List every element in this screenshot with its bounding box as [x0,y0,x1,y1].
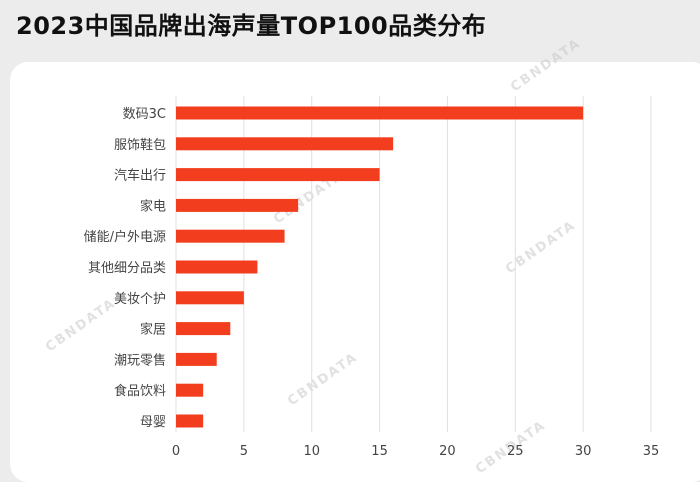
category-label: 汽车出行 [114,168,166,184]
x-tick-label: 0 [172,444,180,459]
bar [176,106,584,120]
category-label: 储能/户外电源 [84,229,166,245]
bar [176,383,204,397]
x-tick-label: 20 [439,444,456,459]
bar [176,198,299,212]
category-label: 潮玩零售 [114,352,166,368]
bar [176,352,217,366]
x-tick-label: 25 [507,444,524,459]
x-tick-label: 15 [371,444,388,459]
category-label: 美妆个护 [114,292,166,307]
bar [176,291,244,305]
bar [176,414,204,428]
x-tick-label: 5 [240,444,248,459]
bar [176,229,285,243]
category-label: 家居 [140,322,166,338]
chart-card [10,62,700,482]
bar [176,260,258,274]
category-label: 食品饮料 [114,383,166,399]
bar [176,322,231,336]
category-label: 服饰鞋包 [114,137,166,153]
page-title: 2023中国品牌出海声量TOP100品类分布 [16,12,487,40]
x-tick-label: 35 [643,444,660,459]
x-tick-label: 30 [575,444,592,459]
category-label: 家电 [140,198,166,214]
x-tick-label: 10 [303,444,320,459]
category-label: 数码3C [123,107,166,122]
bar [176,137,394,151]
bar [176,168,380,182]
category-label: 其他细分品类 [88,261,166,276]
category-label: 母婴 [140,415,166,430]
bar-chart: 0 5 10 15 20 25 30 35 数码3C 服饰鞋包汽车出行家电储能/户外电源其他细分品… [84,96,660,459]
